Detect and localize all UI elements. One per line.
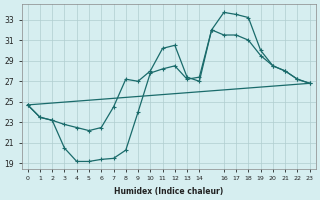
X-axis label: Humidex (Indice chaleur): Humidex (Indice chaleur)	[114, 187, 223, 196]
